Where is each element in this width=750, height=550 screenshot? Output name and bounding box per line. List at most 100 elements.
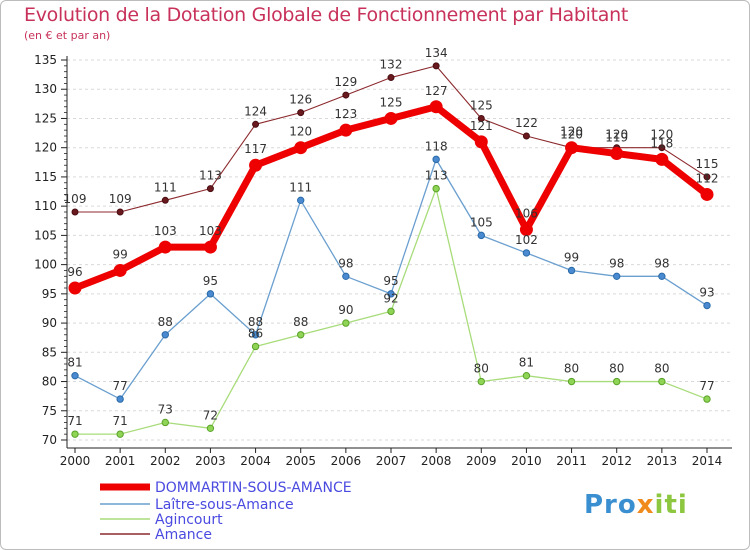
label-laitre: 88 — [158, 315, 173, 329]
x-tick-label: 2013 — [647, 454, 678, 468]
y-tick-label: 90 — [42, 316, 57, 330]
point-agincourt — [116, 430, 124, 438]
chart-subtitle: (en € et par an) — [24, 29, 111, 42]
point-laitre — [658, 272, 666, 281]
y-tick-label: 120 — [34, 141, 57, 155]
label-dommartin: 106 — [515, 207, 538, 221]
point-dommartin — [700, 187, 714, 201]
point-agincourt — [432, 184, 440, 193]
point-laitre — [567, 266, 576, 275]
legend-dommartin-label: DOMMARTIN-SOUS-AMANCE — [155, 480, 352, 496]
y-tick-label: 95 — [42, 287, 57, 301]
point-dommartin — [113, 263, 127, 277]
label-laitre: 98 — [609, 256, 624, 270]
label-dommartin: 118 — [650, 136, 673, 150]
x-tick-label: 2012 — [601, 454, 632, 468]
y-tick-label: 100 — [34, 258, 57, 272]
point-dommartin — [384, 111, 398, 125]
x-tick-label: 2002 — [150, 454, 181, 468]
x-tick-label: 2008 — [421, 454, 452, 468]
label-amance: 120 — [650, 128, 673, 142]
point-amance — [71, 208, 79, 216]
label-amance: 109 — [64, 192, 87, 206]
y-tick-label: 125 — [34, 111, 57, 125]
point-dommartin — [429, 100, 443, 114]
label-agincourt: 92 — [383, 291, 398, 305]
label-dommartin: 103 — [154, 224, 177, 238]
label-laitre: 98 — [654, 256, 669, 270]
label-dommartin: 121 — [470, 119, 493, 133]
point-amance — [206, 185, 214, 193]
point-agincourt — [342, 319, 350, 327]
point-laitre — [387, 290, 395, 298]
grid-lines — [67, 59, 732, 441]
point-amance — [116, 208, 124, 216]
y-tick-label: 75 — [42, 404, 57, 418]
point-agincourt — [567, 377, 576, 386]
chart-title: Evolution de la Dotation Globale de Fonc… — [24, 4, 629, 26]
label-laitre: 93 — [699, 286, 714, 300]
point-agincourt — [703, 395, 711, 403]
point-laitre — [613, 272, 621, 281]
x-tick-label: 2009 — [466, 454, 497, 468]
label-dommartin: 103 — [199, 224, 222, 238]
y-tick-label: 130 — [34, 82, 57, 96]
point-amance — [387, 74, 395, 82]
x-tick-label: 2007 — [376, 454, 407, 468]
label-dommartin: 99 — [113, 247, 128, 261]
y-tick-label: 85 — [42, 345, 57, 359]
point-laitre — [432, 155, 440, 164]
label-agincourt: 80 — [609, 362, 624, 376]
point-laitre — [161, 331, 169, 339]
point-dommartin — [339, 123, 353, 137]
label-agincourt: 77 — [699, 379, 714, 393]
logo-part-x: x — [636, 490, 655, 520]
point-amance — [297, 109, 305, 117]
label-dommartin: 125 — [380, 95, 403, 109]
axes: 70 75 80 85 90 95 100 105 110 115 120 125 130 135 2000… — [34, 53, 732, 468]
label-laitre: 95 — [203, 274, 218, 288]
y-tick-label: 105 — [34, 228, 57, 242]
x-tick-label: 2000 — [60, 454, 91, 468]
label-amance: 115 — [696, 157, 719, 171]
y-tick-label: 80 — [42, 375, 57, 389]
x-tick-label: 2001 — [105, 454, 136, 468]
y-tick-label: 115 — [34, 170, 57, 184]
label-amance: 120 — [560, 128, 583, 142]
label-agincourt: 113 — [425, 169, 448, 183]
point-dommartin — [294, 141, 308, 155]
label-amance: 124 — [244, 104, 267, 118]
point-dommartin — [655, 152, 669, 166]
point-agincourt — [658, 377, 666, 386]
label-amance: 111 — [154, 180, 177, 194]
point-dommartin — [565, 141, 579, 155]
legend-amance-label: Amance — [155, 527, 212, 543]
label-amance: 122 — [515, 116, 538, 130]
label-agincourt: 71 — [113, 414, 128, 428]
point-agincourt — [387, 307, 395, 316]
point-dommartin — [68, 281, 82, 295]
label-amance: 120 — [605, 128, 628, 142]
point-dommartin — [610, 147, 624, 161]
label-dommartin: 123 — [334, 107, 357, 121]
x-tick-label: 2004 — [240, 454, 271, 468]
point-agincourt — [613, 377, 621, 386]
label-dommartin: 120 — [289, 125, 312, 139]
point-laitre — [703, 301, 711, 310]
label-dommartin: 120 — [560, 125, 583, 139]
label-amance: 109 — [109, 192, 132, 206]
point-agincourt — [71, 430, 79, 438]
point-dommartin — [203, 240, 217, 254]
point-dommartin — [249, 158, 263, 172]
point-amance — [477, 114, 485, 122]
proxiti-logo: Proxiti — [584, 490, 688, 520]
label-laitre: 102 — [515, 233, 538, 247]
label-agincourt: 73 — [158, 402, 173, 416]
label-amance: 129 — [334, 75, 357, 89]
legend-laitre-label: Laître-sous-Amance — [155, 497, 294, 513]
label-laitre: 98 — [338, 256, 353, 270]
label-dommartin: 119 — [605, 131, 628, 145]
